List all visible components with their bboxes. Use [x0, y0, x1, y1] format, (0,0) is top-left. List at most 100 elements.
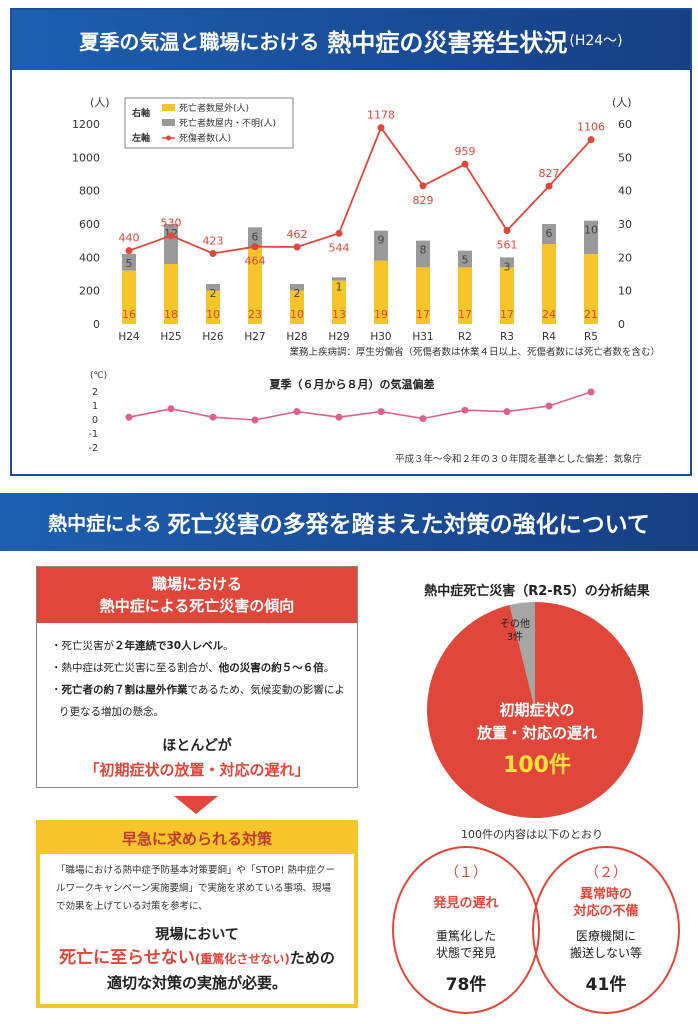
measures-banner: 熱中症による 死亡災害の多発を踏まえた対策の強化について — [0, 493, 698, 551]
left-axis-tick: 200 — [79, 285, 100, 298]
cause-label-line2: 対応の不備 — [573, 904, 639, 919]
legend-marker-casualty — [166, 135, 171, 141]
legend-frame — [124, 97, 294, 149]
legend-outdoor-label: 死亡者数屋外(人) — [179, 102, 249, 114]
trend-item: ・死亡者の約７割は屋外作業であるため、気候変動の影響により更なる増加の懸念。 — [51, 679, 345, 723]
temp-marker — [335, 413, 343, 421]
bar-outdoor-label: 23 — [248, 308, 262, 321]
x-axis-label: H30 — [370, 331, 391, 343]
x-axis-label: R4 — [542, 331, 556, 343]
trend-item-emph: ２年連続で30人レベル — [114, 640, 224, 652]
trend-item-text: であるため、気候変動の影響により更なる増加の懸念。 — [59, 684, 345, 718]
cause-label: 発見の遅れ — [394, 886, 538, 920]
legend-swatch-indoor — [162, 119, 175, 126]
casualty-line — [128, 125, 592, 255]
temp-source-note: 平成３年〜令和２年の３０年間を基準とした偏差：気象庁 — [395, 453, 643, 465]
cause-desc-line2: 搬送しない等 — [569, 946, 642, 960]
pie-main-label1: 初期症状の — [499, 701, 574, 719]
bar-outdoor — [500, 267, 514, 324]
bar-outdoor-label: 10 — [206, 308, 220, 321]
x-axis-label: H28 — [286, 331, 307, 343]
casualty-label: 561 — [497, 239, 518, 252]
left-axis-tick: 400 — [79, 251, 100, 264]
temp-axis-tick: -2 — [89, 443, 98, 454]
temp-marker — [587, 388, 595, 396]
stats-panel: 夏季の気温と職場における 熱中症の災害発生状況 (H24〜) (人) (人) 右… — [10, 8, 692, 476]
temp-axis-unit: (℃) — [90, 371, 107, 381]
bar-indoor — [164, 224, 178, 264]
pie-title: 熱中症死亡災害（R2-R5）の分析結果 — [424, 584, 650, 599]
right-axis-tick: 10 — [618, 285, 632, 298]
trend-title-line1: 職場における — [151, 575, 242, 593]
bar-outdoor-label: 17 — [416, 308, 430, 321]
cause-count: 41件 — [585, 975, 627, 995]
cause-number: （１） — [445, 865, 487, 881]
casualty-label: 440 — [119, 232, 140, 245]
left-axis-tick: 600 — [79, 218, 100, 231]
legend-left-label: 左軸 — [131, 132, 150, 144]
casualty-label: 464 — [245, 255, 266, 268]
bar-indoor-label: 2 — [210, 287, 217, 300]
temp-marker — [545, 402, 553, 410]
trend-item-text: ・死亡災害が — [51, 640, 114, 652]
right-axis-tick: 20 — [618, 251, 632, 264]
cause-desc: 医療機関に 搬送しない等 — [534, 928, 678, 962]
cause-circle-1: （１） 発見の遅れ 重篤化した 状態で発見 78件 — [392, 846, 540, 1014]
bar-indoor-label: 3 — [504, 260, 511, 273]
x-axis-label: R2 — [458, 331, 472, 343]
temp-marker — [167, 405, 175, 413]
temp-marker — [377, 408, 385, 416]
legend-right-label: 右軸 — [131, 107, 150, 119]
trend-header: 職場における 熱中症による死亡災害の傾向 — [37, 567, 357, 623]
bar-indoor — [500, 257, 514, 268]
down-arrow-icon — [174, 796, 218, 814]
cause-desc-line1: 重篤化した — [435, 929, 496, 943]
x-axis-label: H25 — [160, 331, 181, 343]
right-axis-tick: 60 — [618, 118, 632, 131]
bar-outdoor-label: 21 — [584, 308, 598, 321]
bar-indoor — [542, 224, 556, 244]
trend-item-text: 。 — [323, 662, 335, 674]
left-axis-tick: 1000 — [72, 151, 100, 164]
casualty-label: 827 — [539, 167, 560, 180]
bar-indoor-label: 5 — [462, 254, 469, 267]
stats-title-main: 夏季の気温と職場における — [79, 29, 320, 54]
bar-indoor — [332, 277, 346, 281]
measures-title-emph: 死亡災害の多発を踏まえた対策の強化について — [167, 512, 650, 538]
bar-indoor — [584, 220, 598, 254]
measures-title-main: 熱中症による — [48, 512, 162, 535]
left-axis-tick: 800 — [79, 185, 100, 198]
casualty-label: 829 — [413, 194, 434, 207]
cause-desc-line1: 医療機関に — [575, 929, 636, 943]
bar-outdoor — [416, 267, 430, 324]
bar-indoor-label: 10 — [584, 224, 598, 237]
bar-outdoor — [290, 290, 304, 324]
trend-item: ・死亡災害が２年連続で30人レベル。 — [51, 635, 345, 657]
casualty-label: 423 — [203, 235, 224, 248]
bar-outdoor-label: 18 — [164, 308, 178, 321]
stats-title-emph: 熱中症の災害発生状況 — [327, 28, 568, 57]
right-axis-unit: (人) — [612, 96, 632, 109]
casualty-marker — [419, 182, 427, 190]
bar-indoor-label: 1 — [336, 280, 343, 293]
urgent-conclusion: 死亡に至らせない(重篤化させない)ための 適切な対策の実施が必要。 — [40, 946, 354, 995]
temp-line — [128, 391, 592, 421]
bar-indoor — [416, 240, 430, 268]
bar-outdoor — [122, 270, 136, 324]
temp-marker — [419, 415, 427, 423]
pie-breakdown-note: 100件の内容は以下のとおり — [461, 828, 603, 841]
bar-outdoor-label: 24 — [542, 308, 556, 321]
disaster-chart: (人) (人) 右軸 左軸 死亡者数屋外(人) 死亡者数屋内・不明(人) 死傷者… — [72, 96, 660, 465]
temp-marker — [293, 408, 301, 416]
x-axis-label: R3 — [500, 331, 514, 343]
pie-other-count: 3件 — [507, 631, 523, 643]
x-axis-label: H31 — [412, 331, 433, 343]
bar-indoor-label: 2 — [294, 287, 301, 300]
x-axis-label: H27 — [244, 331, 265, 343]
urgent-body: 「職場における熱中症予防基本対策要綱」や「STOP! 熱中症クールワークキャンペ… — [56, 865, 335, 912]
stats-title-suffix: (H24〜) — [569, 33, 623, 49]
bar-outdoor — [206, 290, 220, 324]
bar-indoor-label: 6 — [546, 227, 553, 240]
cause-label-line1: 異常時の — [579, 887, 632, 902]
trend-box: 職場における 熱中症による死亡災害の傾向 ・死亡災害が２年連続で30人レベル。 … — [36, 566, 358, 788]
